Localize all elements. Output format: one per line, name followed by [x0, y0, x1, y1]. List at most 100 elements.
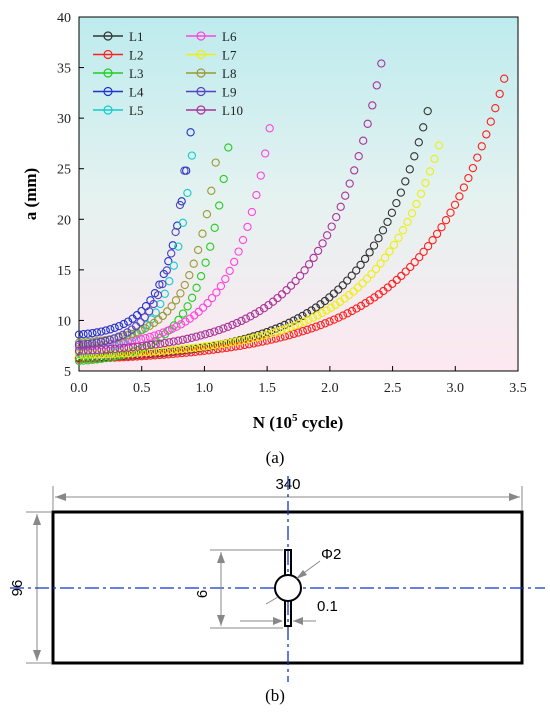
point-l2: [406, 262, 415, 272]
point-l10: [88, 346, 97, 355]
point-l6: [172, 322, 181, 331]
point-l7: [263, 330, 273, 339]
point-l10: [133, 342, 142, 351]
point-l10: [156, 339, 165, 348]
point-l9: [149, 299, 158, 309]
gap-label: 0.1: [317, 598, 338, 615]
point-l3: [201, 258, 210, 267]
x-tick-label: 0.0: [70, 381, 88, 396]
point-l10: [92, 345, 102, 355]
point-l2: [423, 242, 433, 251]
legend-label-l9: L9: [222, 85, 236, 100]
point-l2: [321, 319, 330, 328]
point-l1: [293, 314, 303, 323]
point-l8: [176, 289, 185, 298]
legend-marker-l7: [196, 49, 206, 60]
point-l2: [343, 309, 352, 318]
point-l7: [322, 306, 331, 315]
point-l8: [163, 307, 172, 316]
point-l10: [160, 338, 169, 348]
point-l7: [407, 209, 417, 218]
point-l2: [325, 317, 334, 326]
point-l7: [218, 339, 228, 349]
point-l10: [128, 342, 138, 352]
point-l2: [303, 325, 312, 334]
legend-label-l4: L4: [129, 85, 144, 100]
point-l10: [377, 59, 386, 68]
point-l2: [459, 183, 469, 192]
point-l6: [238, 235, 248, 245]
point-l7: [128, 348, 138, 357]
point-l1: [383, 217, 392, 227]
point-l7: [236, 336, 246, 345]
series-l10: [74, 59, 386, 355]
point-l2: [491, 104, 500, 113]
point-l2: [446, 208, 455, 217]
point-l2: [307, 324, 316, 333]
point-l3: [196, 272, 206, 281]
point-l9: [171, 227, 180, 237]
point-l6: [234, 247, 243, 256]
point-l2: [464, 173, 473, 183]
point-l7: [376, 259, 385, 268]
point-l7: [227, 338, 237, 347]
point-l1: [405, 165, 414, 174]
point-l9: [83, 339, 92, 349]
point-l7: [196, 342, 205, 352]
point-l5: [165, 277, 174, 286]
point-l2: [294, 328, 303, 337]
point-l10: [214, 325, 224, 335]
point-l7: [101, 349, 111, 359]
point-l6: [145, 332, 155, 342]
point-l7: [403, 217, 412, 227]
point-l10: [336, 202, 345, 211]
point-l10: [79, 346, 88, 355]
point-l10: [83, 346, 93, 355]
point-l7: [313, 311, 322, 320]
x-tick-label: 0.5: [133, 381, 151, 396]
point-l7: [412, 199, 421, 209]
point-l10: [318, 239, 327, 248]
hole-leader-tail: [265, 596, 279, 605]
point-l8: [211, 158, 220, 167]
point-l10: [277, 290, 287, 299]
point-l7: [416, 189, 426, 198]
point-l2: [477, 142, 486, 151]
point-l2: [361, 299, 370, 308]
point-l3: [187, 293, 197, 302]
legend-marker-l1: [103, 31, 113, 41]
point-l10: [223, 322, 233, 331]
point-l8: [185, 271, 194, 280]
slot-arrow-bottom: [217, 615, 225, 626]
point-l4: [115, 321, 124, 331]
point-l7: [124, 348, 133, 358]
point-l7: [173, 345, 183, 354]
width-arrow-right: [509, 493, 520, 501]
point-l8: [180, 280, 189, 290]
point-l7: [200, 342, 210, 351]
point-l1: [401, 177, 410, 186]
point-l10: [295, 271, 305, 280]
point-l9: [96, 337, 106, 347]
x-axis-title-main: N (10: [253, 413, 292, 432]
point-l10: [201, 330, 210, 339]
point-l2: [468, 163, 478, 173]
point-l10: [368, 101, 377, 110]
point-l2: [397, 271, 406, 281]
point-l10: [327, 222, 336, 231]
point-l7: [182, 344, 192, 353]
point-l2: [495, 89, 504, 99]
series-l9: [74, 166, 189, 349]
point-l1: [414, 138, 423, 147]
point-l10: [359, 136, 368, 145]
point-l6: [110, 339, 119, 348]
point-l9: [136, 318, 145, 327]
point-l7: [187, 343, 196, 353]
hole-label: Φ2: [321, 546, 341, 563]
point-l3: [88, 355, 97, 364]
panel-label-b: (b): [265, 686, 285, 705]
point-l2: [312, 322, 321, 331]
point-l4: [92, 328, 102, 337]
point-l7: [142, 347, 151, 357]
series-l7: [74, 141, 444, 359]
